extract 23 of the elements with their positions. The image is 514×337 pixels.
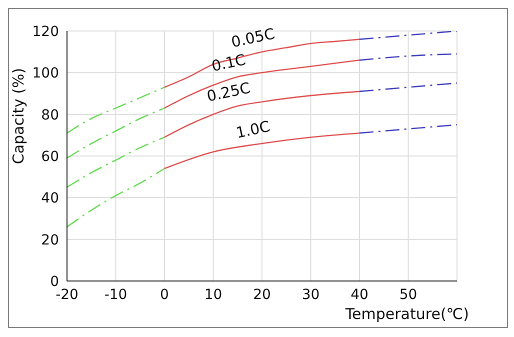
text: 0.25C xyxy=(205,78,252,106)
y-tick-label: 60 xyxy=(41,148,59,165)
x-tick-label: 10 xyxy=(204,286,222,303)
line-series xyxy=(67,136,166,188)
text: 0.1C xyxy=(210,50,248,76)
x-tick-label: 50 xyxy=(399,286,418,303)
x-tick-label: 20 xyxy=(253,286,271,303)
x-tick-label: -10 xyxy=(104,286,128,303)
x-axis-title: Temperature(℃) xyxy=(344,305,469,323)
y-axis-title: Capacity (%) xyxy=(9,68,28,164)
line-series xyxy=(67,168,166,228)
text: 0.05C xyxy=(230,24,276,52)
x-tick-label: 0 xyxy=(160,286,169,303)
y-tick-label: 100 xyxy=(32,66,59,82)
text: 1.0C xyxy=(234,117,272,142)
line-series xyxy=(67,86,166,134)
line-series xyxy=(67,107,166,159)
y-tick-label: 80 xyxy=(41,107,59,124)
y-tick-label: 20 xyxy=(41,232,59,248)
x-tick-label: 40 xyxy=(350,286,368,303)
y-tick-label: 40 xyxy=(41,190,59,207)
x-tick-label: 30 xyxy=(302,286,320,303)
y-tick-label: 120 xyxy=(32,24,59,40)
